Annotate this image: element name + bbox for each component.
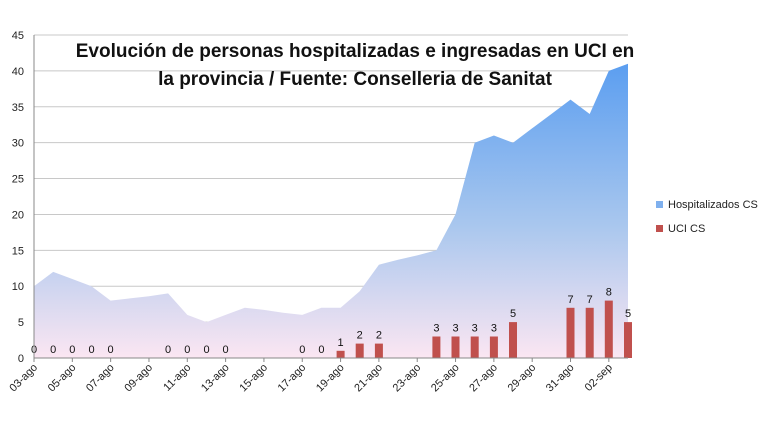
uci-data-label: 2: [357, 330, 363, 342]
uci-data-label: 7: [587, 294, 593, 306]
uci-bar: [374, 343, 383, 358]
y-tick-label: 45: [12, 30, 24, 42]
uci-data-label: 5: [510, 308, 516, 320]
x-tick-label: 07-ago: [84, 362, 117, 395]
uci-bar: [566, 307, 575, 358]
y-tick-label: 35: [12, 102, 24, 114]
uci-bar: [509, 322, 517, 358]
uci-data-labels: 00000000000122333357785: [31, 287, 631, 356]
chart-title-line-1: Evolución de personas hospitalizadas e i…: [76, 41, 635, 62]
uci-bar: [470, 336, 479, 358]
uci-data-label: 0: [50, 344, 56, 356]
x-tick-label: 13-ago: [199, 362, 232, 395]
uci-data-label: 8: [606, 287, 612, 299]
uci-data-label: 0: [88, 344, 94, 356]
legend-swatch-uci: [656, 225, 663, 232]
uci-data-label: 0: [299, 344, 305, 356]
uci-data-label: 0: [184, 344, 190, 356]
uci-bar: [604, 300, 613, 358]
x-tick-label: 09-ago: [122, 362, 155, 395]
uci-bar: [336, 350, 345, 358]
uci-bar: [489, 336, 498, 358]
uci-data-label: 2: [376, 330, 382, 342]
uci-data-label: 3: [433, 323, 439, 335]
uci-data-label: 5: [625, 308, 631, 320]
y-tick-label: 0: [18, 353, 24, 365]
y-tick-label: 30: [12, 138, 24, 150]
y-tick-label: 5: [18, 317, 24, 329]
y-tick-label: 15: [12, 245, 24, 257]
uci-bar: [355, 343, 364, 358]
x-tick-label: 02-sep: [583, 362, 615, 394]
x-tick-label: 21-ago: [352, 362, 385, 395]
uci-data-label: 0: [203, 344, 209, 356]
x-tick-label: 31-ago: [544, 362, 577, 395]
x-tick-label: 23-ago: [391, 362, 424, 395]
x-tick-label: 19-ago: [314, 362, 347, 395]
hospitalizados-area-path: [34, 63, 628, 358]
x-tick-label: 27-ago: [467, 362, 500, 395]
legend-label-uci: UCI CS: [668, 223, 705, 235]
uci-bar: [585, 307, 594, 358]
uci-data-label: 0: [108, 344, 114, 356]
uci-data-label: 3: [491, 323, 497, 335]
x-tick-label: 11-ago: [161, 362, 193, 394]
legend-label-hospitalizados: Hospitalizados CS: [668, 199, 758, 211]
y-axis-ticks: 0 5 10 15 20 25 30 35 40 45: [12, 30, 24, 365]
chart-title-line-2: la provincia / Fuente: Conselleria de Sa…: [158, 69, 552, 90]
y-tick-label: 40: [12, 66, 24, 78]
y-tick-label: 25: [12, 174, 24, 186]
uci-data-label: 1: [338, 337, 344, 349]
uci-data-label: 0: [223, 344, 229, 356]
uci-bar: [432, 336, 441, 358]
y-tick-label: 10: [12, 281, 24, 293]
uci-bar: [624, 322, 632, 358]
x-tick-label: 17-ago: [276, 362, 309, 395]
x-tick-label: 05-ago: [46, 362, 79, 395]
legend-swatch-hospitalizados: [656, 201, 663, 208]
uci-data-label: 0: [318, 344, 324, 356]
x-tick-label: 29-ago: [506, 362, 539, 395]
y-tick-label: 20: [12, 209, 24, 221]
uci-data-label: 0: [69, 344, 75, 356]
uci-data-label: 7: [567, 294, 573, 306]
x-tick-label: 15-ago: [237, 362, 270, 395]
uci-data-label: 3: [452, 323, 458, 335]
uci-bars: [336, 300, 632, 358]
hospitalizados-area: [34, 63, 628, 358]
x-tick-label: 03-ago: [7, 362, 40, 395]
uci-data-label: 0: [165, 344, 171, 356]
uci-data-label: 3: [472, 323, 478, 335]
x-tick-label: 25-ago: [429, 362, 462, 395]
x-axis-ticks: 03-ago 05-ago 07-ago 09-ago 11-ago 13-ago 15-a…: [7, 358, 615, 394]
legend: Hospitalizados CS UCI CS: [656, 199, 758, 235]
uci-bar: [451, 336, 460, 358]
